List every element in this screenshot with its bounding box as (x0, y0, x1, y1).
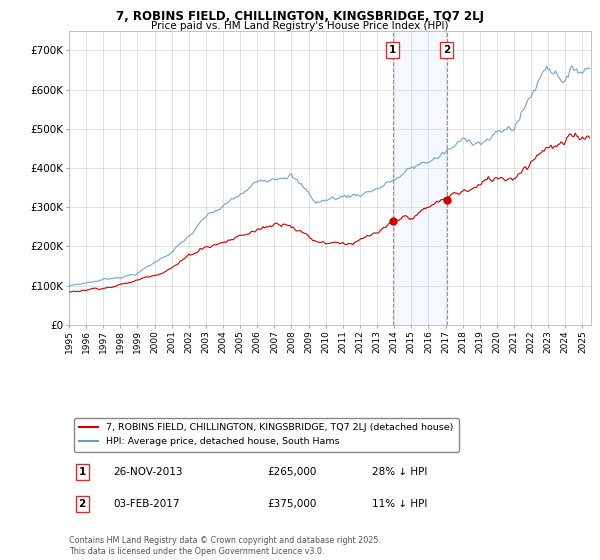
Text: Price paid vs. HM Land Registry's House Price Index (HPI): Price paid vs. HM Land Registry's House … (151, 21, 449, 31)
Legend: 7, ROBINS FIELD, CHILLINGTON, KINGSBRIDGE, TQ7 2LJ (detached house), HPI: Averag: 7, ROBINS FIELD, CHILLINGTON, KINGSBRIDG… (74, 418, 459, 452)
Text: 1: 1 (79, 467, 86, 477)
Text: 26-NOV-2013: 26-NOV-2013 (113, 467, 183, 477)
Text: 03-FEB-2017: 03-FEB-2017 (113, 499, 180, 509)
Text: £265,000: £265,000 (268, 467, 317, 477)
Text: 1: 1 (389, 45, 397, 55)
Text: 2: 2 (79, 499, 86, 509)
Text: £375,000: £375,000 (268, 499, 317, 509)
Text: 7, ROBINS FIELD, CHILLINGTON, KINGSBRIDGE, TQ7 2LJ: 7, ROBINS FIELD, CHILLINGTON, KINGSBRIDG… (116, 10, 484, 23)
Text: 2: 2 (443, 45, 451, 55)
Bar (393, 31, 447, 325)
Text: 11% ↓ HPI: 11% ↓ HPI (372, 499, 427, 509)
Text: Contains HM Land Registry data © Crown copyright and database right 2025.
This d: Contains HM Land Registry data © Crown c… (69, 536, 381, 556)
Text: 28% ↓ HPI: 28% ↓ HPI (372, 467, 427, 477)
